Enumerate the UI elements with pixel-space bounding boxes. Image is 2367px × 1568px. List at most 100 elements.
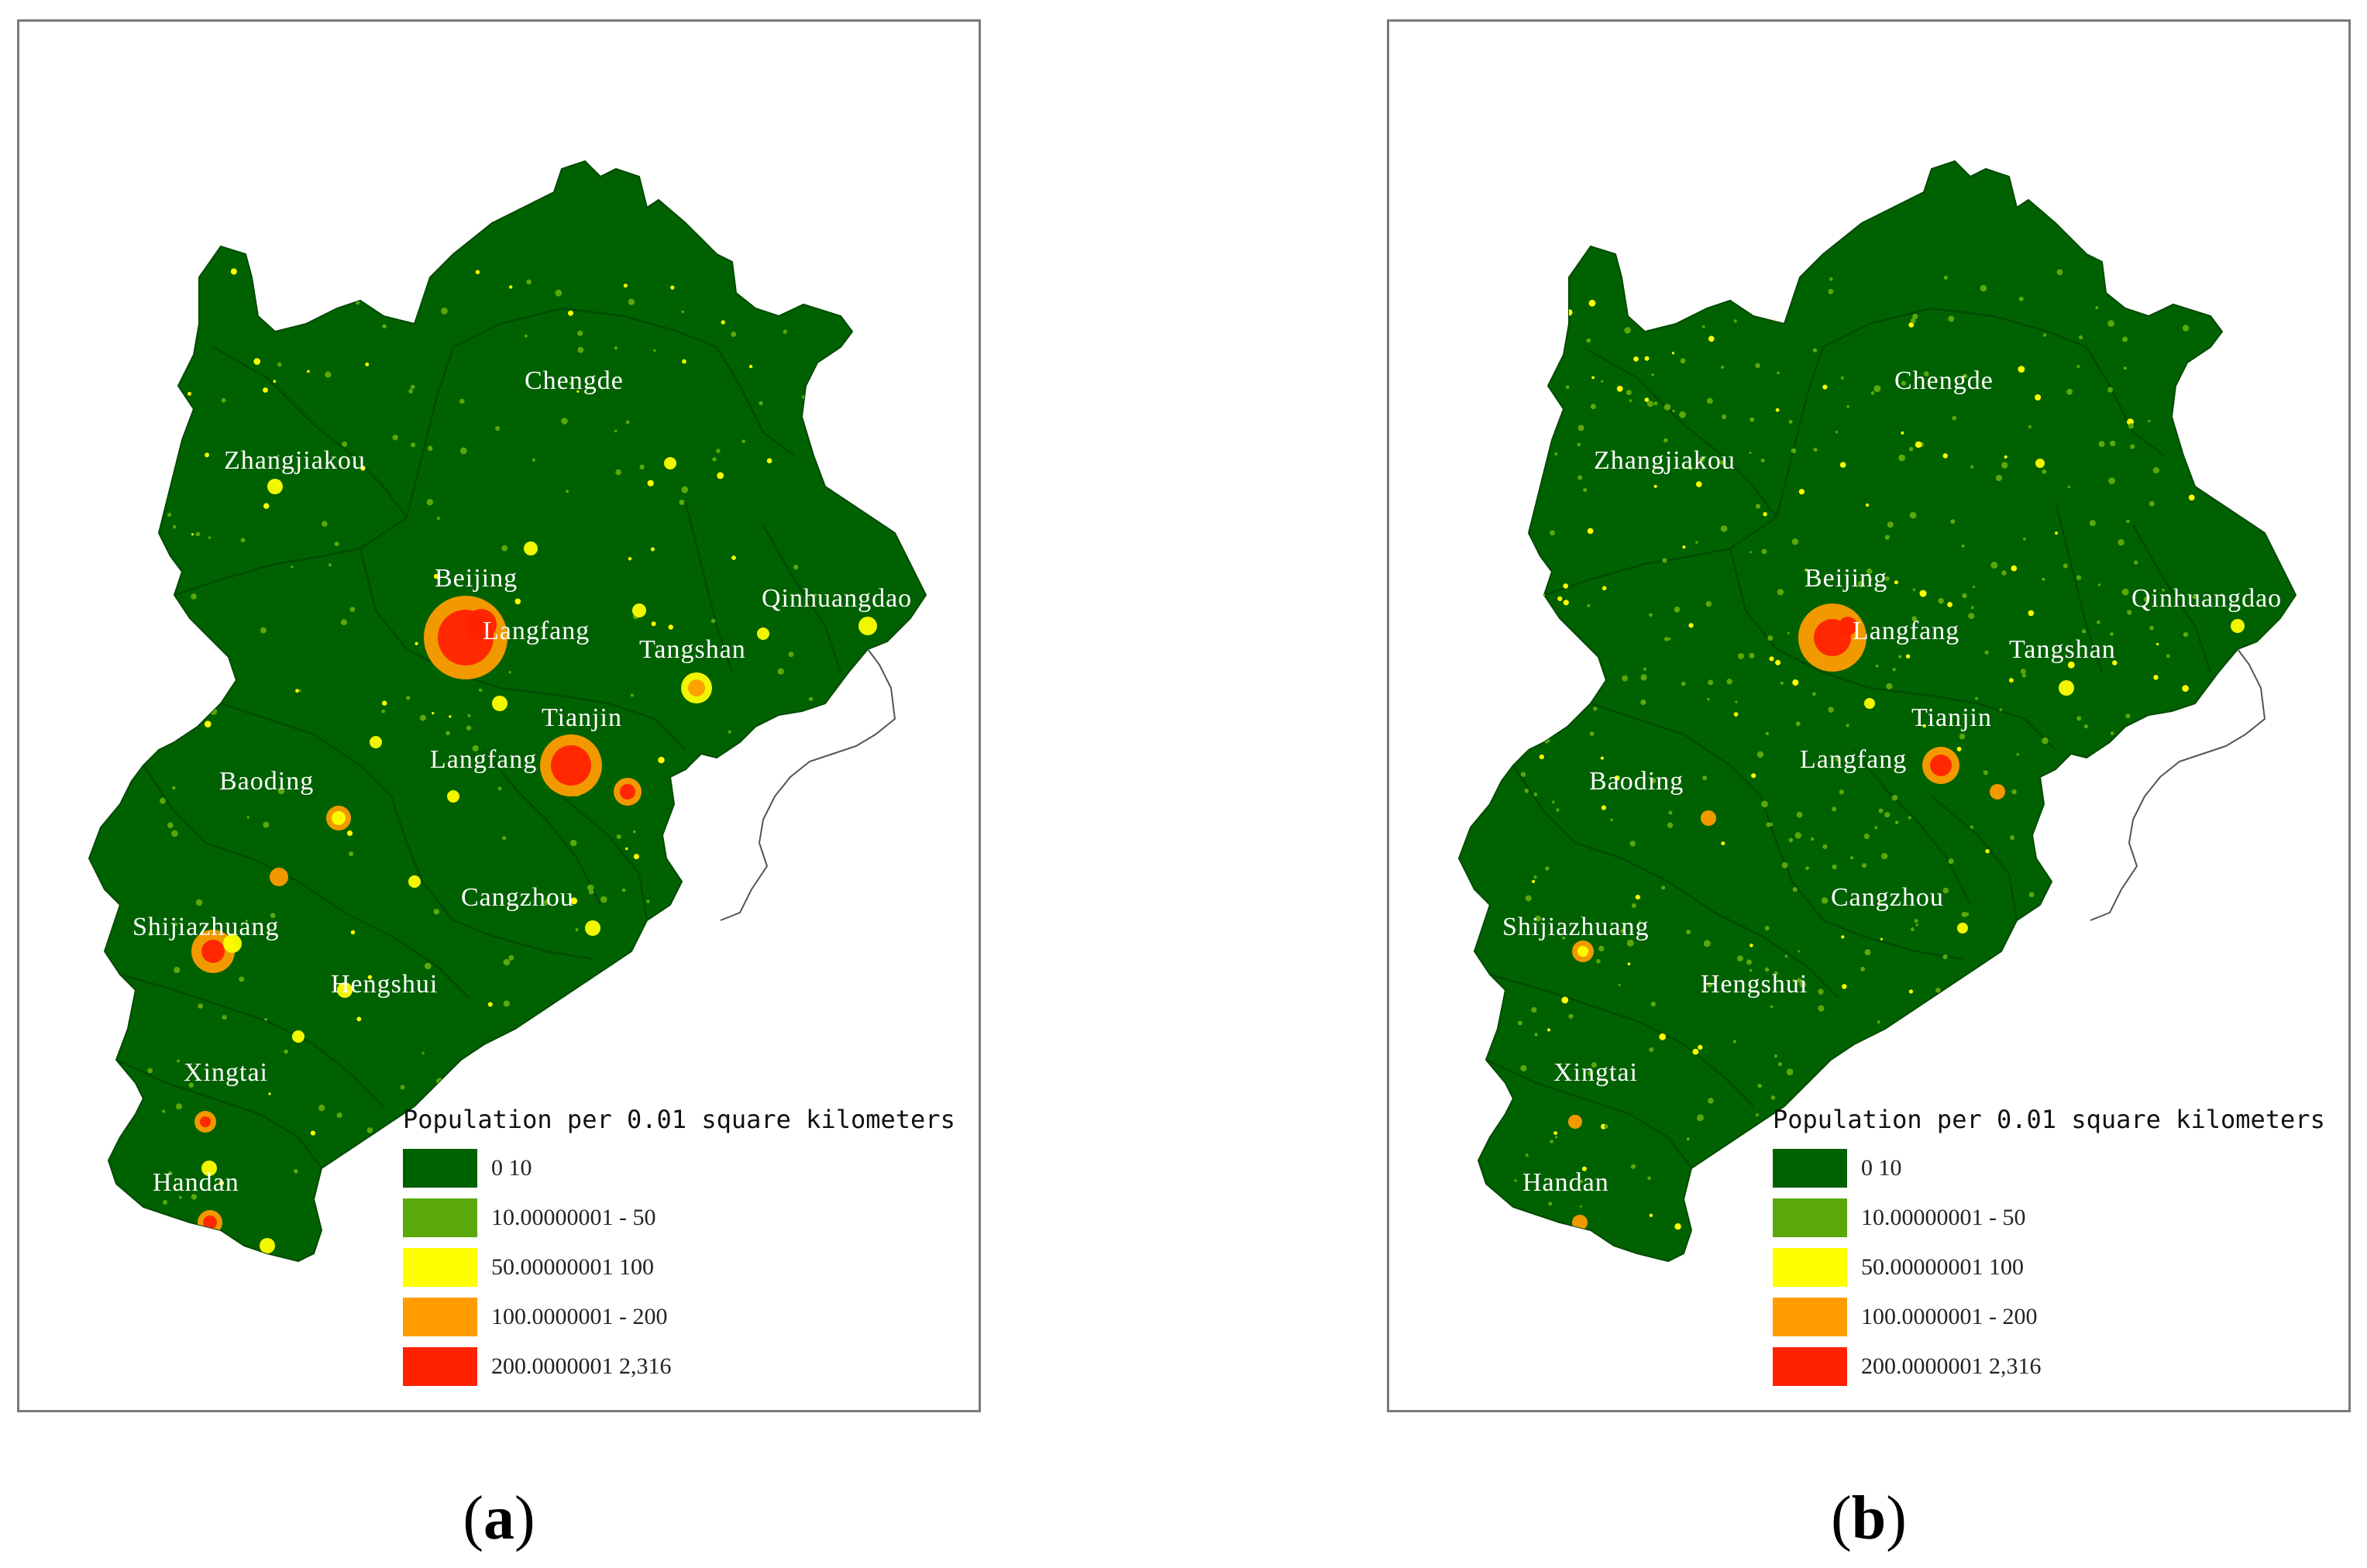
settlement-dot	[246, 816, 249, 819]
settlement-dot	[2089, 520, 2096, 527]
settlement-dot	[744, 952, 748, 957]
settlement-dot	[400, 1085, 405, 1090]
settlement-dot	[1746, 959, 1752, 965]
settlement-dot	[1610, 818, 1613, 821]
settlement-dot	[1860, 966, 1866, 971]
settlement-dot	[2011, 789, 2017, 795]
settlement-dot	[1822, 844, 1828, 849]
settlement-dot	[1914, 919, 1918, 923]
settlement-dot	[1640, 674, 1647, 681]
settlement-dot	[788, 652, 794, 658]
population-hotspot	[332, 811, 346, 825]
settlement-dot	[433, 909, 439, 915]
settlement-dot	[198, 1003, 203, 1009]
settlement-dot	[1984, 650, 1989, 655]
settlement-dot	[1529, 644, 1533, 648]
settlement-dot	[2138, 866, 2144, 872]
settlement-dot	[169, 559, 172, 562]
coast-line	[720, 648, 896, 921]
settlement-dot	[1604, 1124, 1608, 1129]
settlement-dot	[2107, 320, 2114, 327]
population-hotspot	[858, 617, 877, 635]
settlement-dot	[174, 923, 178, 927]
settlement-dot	[1769, 656, 1774, 662]
settlement-dot	[2122, 336, 2128, 342]
settlement-dot	[794, 872, 798, 875]
settlement-dot	[495, 426, 501, 432]
settlement-dot	[205, 720, 212, 727]
settlement-dot	[1948, 858, 1954, 865]
settlement-dot	[2028, 892, 2035, 898]
settlement-dot	[1749, 944, 1753, 947]
settlement-dot	[1554, 653, 1561, 660]
settlement-dot	[178, 279, 184, 286]
settlement-dot	[2010, 835, 2014, 841]
settlement-dot	[1995, 474, 2002, 482]
settlement-dot	[1749, 452, 1752, 454]
settlement-dot	[1965, 912, 1970, 916]
settlement-dot	[1695, 541, 1698, 544]
settlement-dot	[2007, 964, 2012, 968]
settlement-dot	[1703, 940, 1711, 947]
settlement-dot	[1774, 1054, 1778, 1058]
settlement-dot	[195, 531, 201, 537]
settlement-dot	[1942, 887, 1949, 894]
settlement-dot	[570, 839, 577, 847]
settlement-dot	[1943, 275, 1949, 280]
settlement-dot	[1775, 659, 1781, 665]
settlement-dot	[1892, 668, 1896, 672]
legend-item: 50.00000001 100	[1773, 1243, 2346, 1292]
settlement-dot	[177, 1059, 181, 1063]
settlement-dot	[625, 420, 630, 425]
settlement-dot	[1805, 866, 1809, 871]
settlement-dot	[1884, 535, 1890, 540]
settlement-dot	[1583, 487, 1588, 492]
boundary-line	[174, 516, 408, 597]
population-hotspot	[1990, 784, 2005, 799]
legend-swatch	[1773, 1298, 1847, 1336]
settlement-dot	[2028, 425, 2032, 429]
boundary-line	[1489, 973, 1754, 1107]
population-hotspot	[201, 1161, 217, 1176]
settlement-dot	[616, 834, 621, 839]
settlement-dot	[1788, 420, 1793, 424]
settlement-dot	[2131, 883, 2136, 888]
settlement-dot	[540, 1016, 545, 1021]
population-hotspot	[1568, 1115, 1582, 1129]
settlement-dot	[1589, 731, 1595, 737]
settlement-dot	[1534, 915, 1541, 922]
settlement-dot	[1901, 431, 1904, 435]
settlement-dot	[2096, 872, 2102, 878]
settlement-dot	[1755, 1113, 1760, 1117]
settlement-dot	[2118, 1023, 2124, 1030]
population-hotspot	[201, 940, 225, 963]
legend-label: 50.00000001 100	[491, 1254, 654, 1280]
settlement-dot	[777, 668, 784, 675]
settlement-dot	[1788, 837, 1794, 843]
settlement-dot	[758, 1064, 762, 1068]
settlement-dot	[1792, 887, 1798, 892]
settlement-dot	[1674, 606, 1681, 613]
settlement-dot	[2042, 469, 2047, 474]
settlement-dot	[731, 331, 737, 337]
settlement-dot	[270, 913, 276, 919]
settlement-dot	[577, 346, 584, 353]
settlement-dot	[1908, 989, 1913, 994]
settlement-dot	[2170, 827, 2174, 832]
settlement-dot	[2098, 801, 2105, 808]
settlement-dot	[1846, 405, 1849, 408]
settlement-dot	[382, 700, 387, 706]
settlement-dot	[1942, 954, 1948, 960]
settlement-dot	[1614, 775, 1620, 781]
settlement-dot	[1520, 772, 1526, 777]
settlement-dot	[658, 756, 665, 764]
coastline	[720, 648, 896, 921]
settlement-dot	[1756, 1146, 1761, 1150]
settlement-dot	[2067, 661, 2075, 669]
settlement-dot	[1835, 756, 1841, 762]
settlement-dot	[1764, 926, 1770, 931]
settlement-dot	[273, 380, 277, 383]
settlement-dot	[287, 274, 293, 280]
settlement-dot	[2018, 366, 2025, 373]
coastline	[2090, 648, 2266, 921]
